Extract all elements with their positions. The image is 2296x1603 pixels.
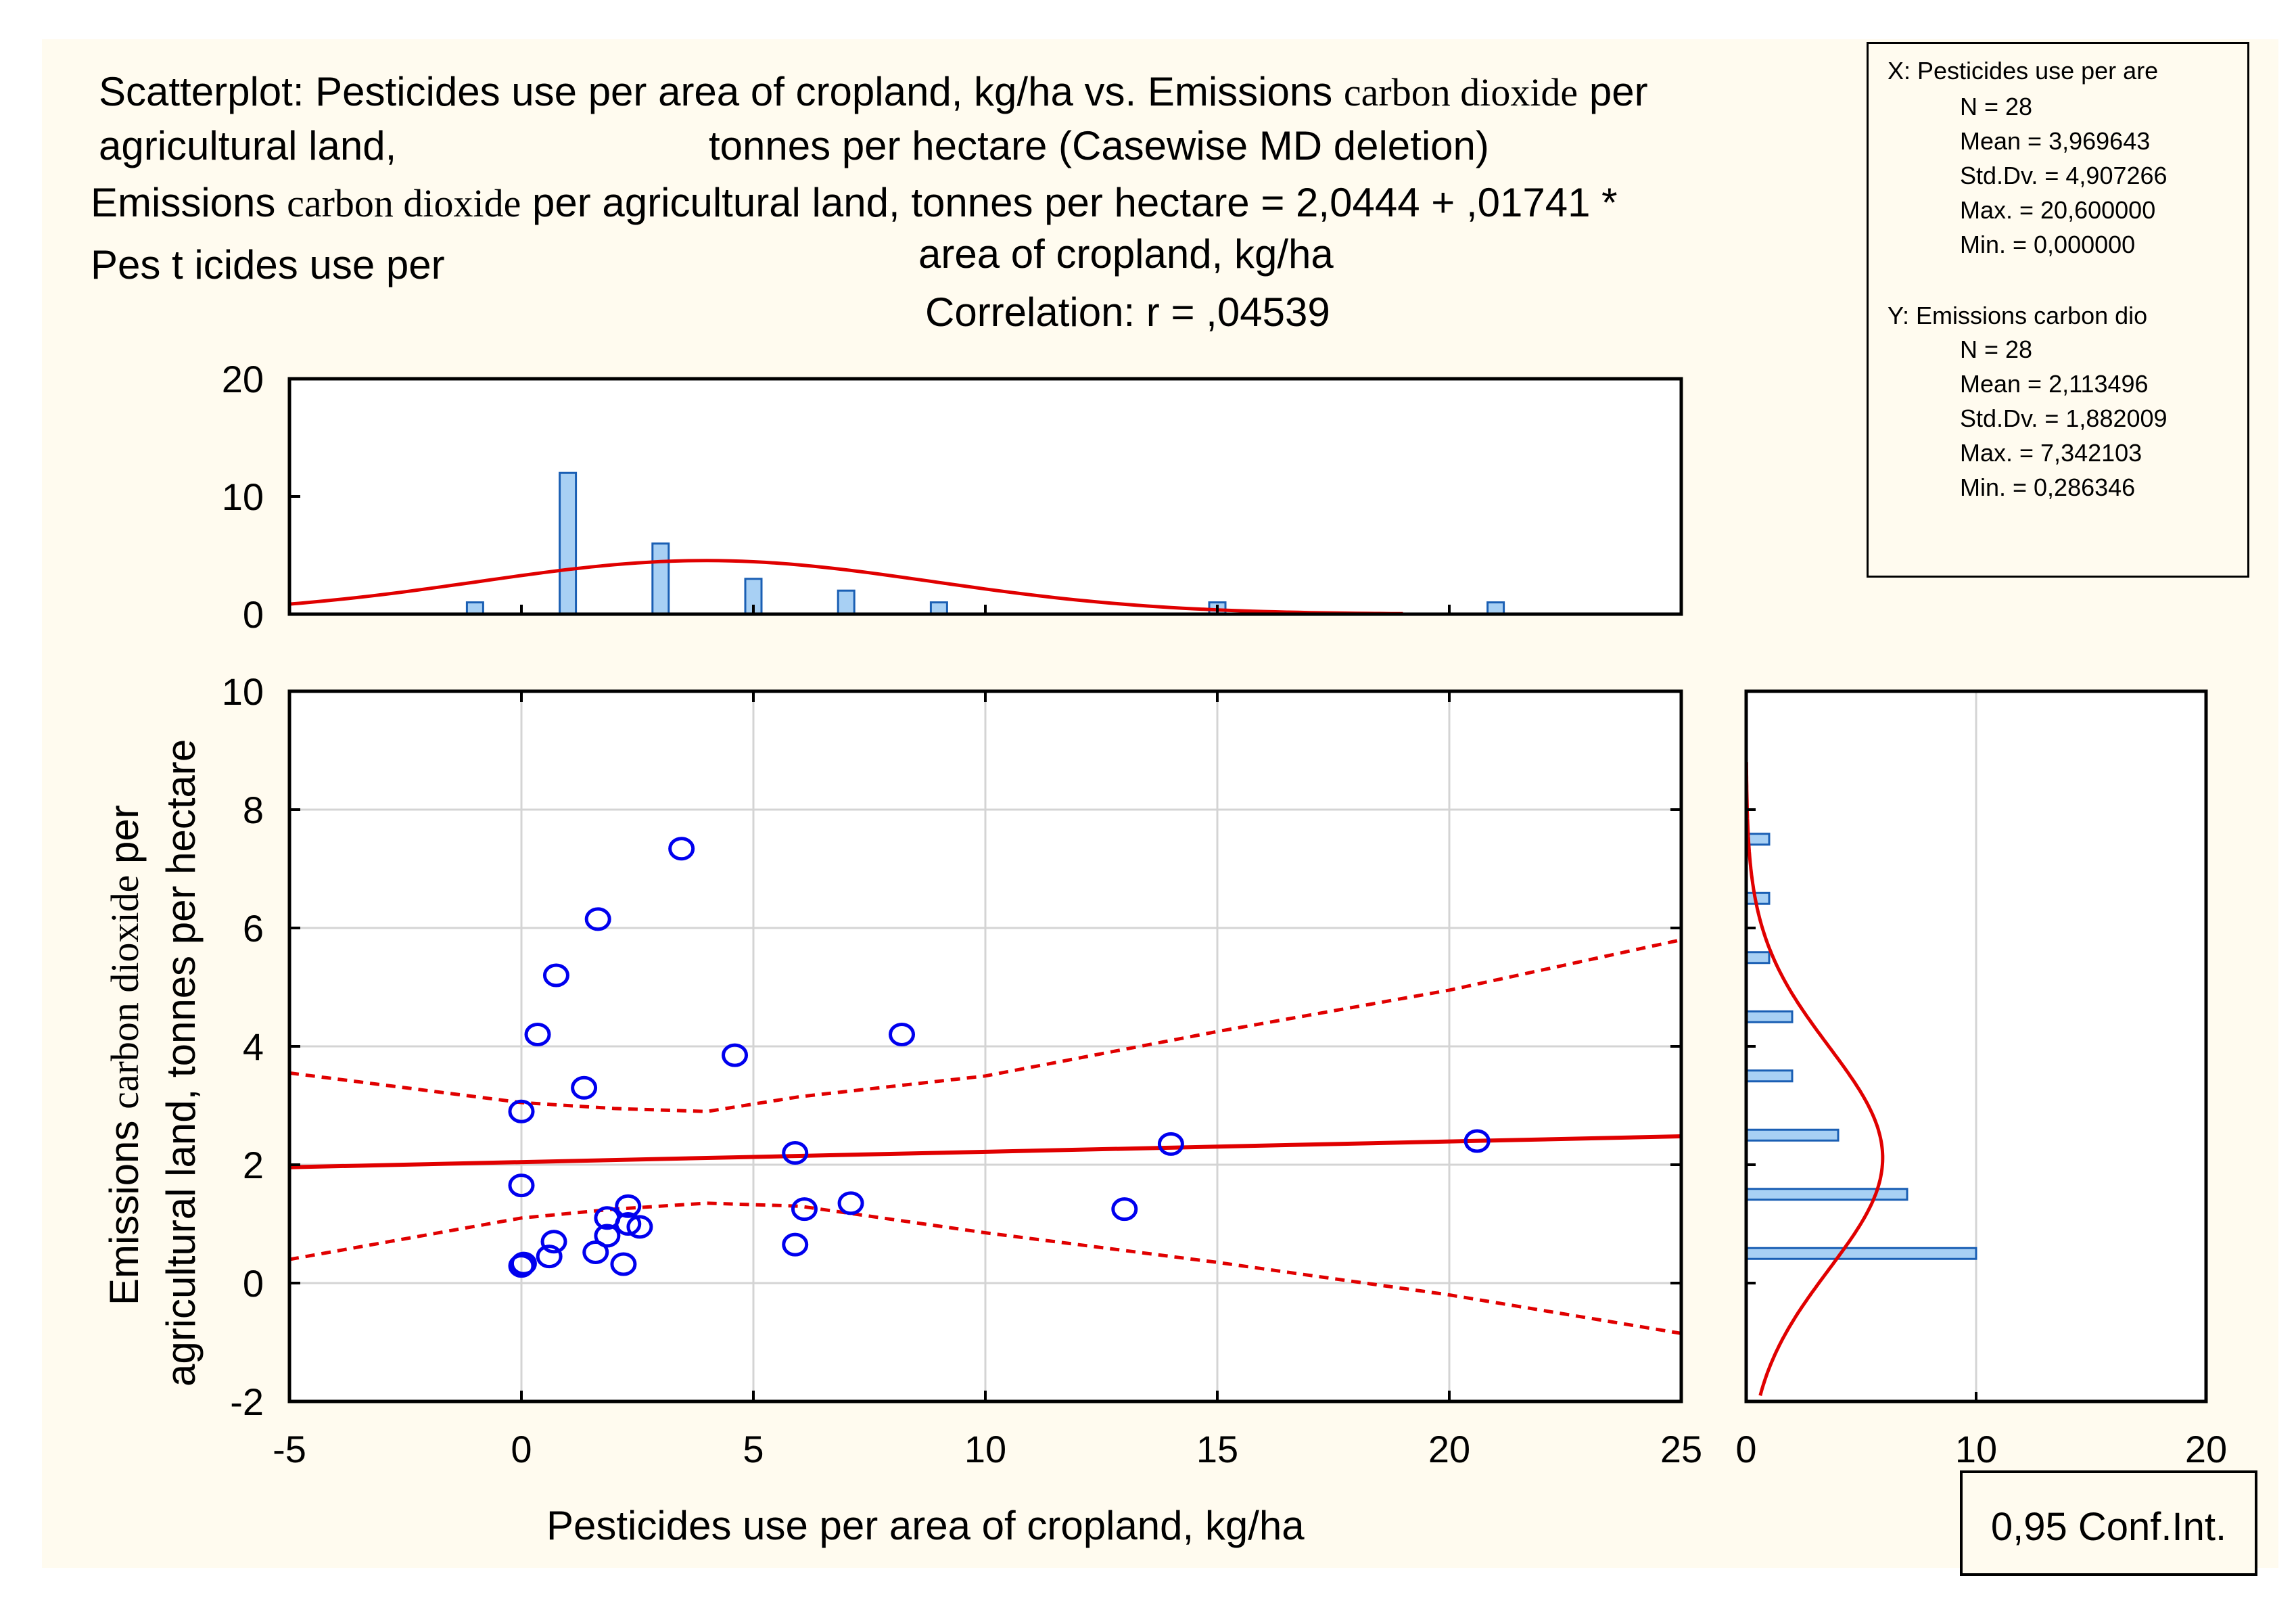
correlation-label: Correlation: r = ,04539 <box>925 289 1330 335</box>
top-hist-y-label: 10 <box>222 475 264 518</box>
x-tick-label: -5 <box>273 1428 306 1470</box>
data-point <box>508 1254 535 1278</box>
y-axis-title-line-1: Emissions carbon dioxide per <box>101 805 147 1305</box>
conf-int-label: 0,95 Conf.Int. <box>1990 1505 2227 1549</box>
y-tick-label: 2 <box>243 1144 264 1186</box>
data-point <box>610 1252 637 1276</box>
data-point <box>1111 1197 1138 1222</box>
y-tick-label: 8 <box>243 789 264 831</box>
data-point <box>584 907 611 931</box>
conf-band-lower <box>289 1201 1682 1335</box>
data-point <box>615 1212 642 1236</box>
stats-x-mean: Mean = 3,969643 <box>1960 127 2151 155</box>
top-hist-y-label: 20 <box>222 358 264 400</box>
title-l3a: Emissions <box>91 180 276 225</box>
y-axis-title-a: Emissions <box>101 1109 147 1305</box>
top-hist-bar <box>559 471 578 615</box>
top-hist-bar <box>929 601 948 615</box>
data-point <box>837 1191 864 1215</box>
data-point <box>615 1194 642 1218</box>
data-point <box>626 1215 653 1239</box>
top-hist-bar <box>651 542 670 615</box>
data-point <box>510 1251 537 1276</box>
top-hist-bar <box>837 589 856 615</box>
title-l4b: area of cropland, kg/ha <box>918 231 1334 277</box>
data-point <box>782 1141 809 1165</box>
stats-y-max: Max. = 7,342103 <box>1960 439 2142 467</box>
right-hist-normal-curve <box>1744 762 1885 1396</box>
data-point <box>594 1224 621 1248</box>
right-hist-bar <box>1745 951 1771 965</box>
data-point <box>508 1099 535 1123</box>
regression-line <box>289 1134 1682 1169</box>
stats-y-std: Std.Dv. = 1,882009 <box>1960 404 2168 432</box>
title-l3b: carbon dioxide <box>287 181 521 225</box>
data-point <box>1157 1132 1184 1156</box>
right-hist-x-label: 20 <box>2185 1428 2227 1470</box>
y-tick-label: 0 <box>243 1262 264 1305</box>
x-tick-label: 5 <box>743 1428 764 1470</box>
data-point <box>668 837 695 861</box>
stats-y-min: Min. = 0,286346 <box>1960 473 2136 501</box>
right-hist-bar <box>1745 1010 1794 1023</box>
x-tick-label: 10 <box>964 1428 1006 1470</box>
stats-y-n: N = 28 <box>1960 335 2033 363</box>
stats-box: X: Pesticides use per are N = 28 Mean = … <box>1867 42 2249 578</box>
stats-x-header: X: Pesticides use per are <box>1888 57 2159 85</box>
title-l1b: carbon dioxide <box>1343 70 1578 114</box>
stats-y-mean: Mean = 2,113496 <box>1960 370 2149 398</box>
y-tick-label: -2 <box>230 1380 264 1423</box>
title-line-1: Scatterplot: Pesticides use per area of … <box>99 72 1648 112</box>
x-tick-label: 15 <box>1196 1428 1238 1470</box>
data-point <box>782 1232 809 1257</box>
right-hist-bar <box>1745 1128 1840 1142</box>
title-l2a: agricultural land, <box>99 123 397 168</box>
y-axis-title-b: carbon dioxide <box>103 875 147 1109</box>
data-point <box>791 1197 818 1222</box>
x-tick-label: 20 <box>1428 1428 1470 1470</box>
data-point <box>582 1240 609 1264</box>
top-hist-y-label: 0 <box>243 593 264 636</box>
y-tick-label: 10 <box>222 670 264 713</box>
y-tick-label: 6 <box>243 907 264 950</box>
stats-x-std: Std.Dv. = 4,907266 <box>1960 162 2168 189</box>
title-l1c: per <box>1589 69 1648 114</box>
data-point <box>540 1230 567 1254</box>
x-axis-title: Pesticides use per area of cropland, kg/… <box>546 1503 1305 1548</box>
title-l2b: tonnes per hectare (Casewise MD deletion… <box>709 123 1489 168</box>
top-hist-bar <box>465 601 484 615</box>
x-tick-label: 25 <box>1660 1428 1702 1470</box>
title-line-3: Emissions carbon dioxide per agricultura… <box>91 183 1617 223</box>
stats-x-max: Max. = 20,600000 <box>1960 196 2156 224</box>
stats-x-n: N = 28 <box>1960 93 2033 120</box>
top-hist-bar <box>1486 601 1505 615</box>
data-point <box>524 1023 551 1046</box>
conf-band-upper <box>289 938 1682 1113</box>
right-hist-bar <box>1745 1188 1908 1201</box>
data-point <box>536 1245 563 1269</box>
conf-int-legend: 0,95 Conf.Int. <box>1960 1470 2257 1576</box>
data-point <box>571 1075 598 1100</box>
title-l3c: per agricultural land, tonnes per hectar… <box>532 180 1618 225</box>
data-point <box>542 963 569 988</box>
right-hist-x-label: 10 <box>1955 1428 1997 1470</box>
data-point <box>722 1043 749 1067</box>
title-l4a: Pes t icides use per <box>91 242 445 287</box>
y-axis-title-line-2: agricultural land, tonnes per hectare <box>158 739 204 1387</box>
right-hist-x-label: 0 <box>1735 1428 1756 1470</box>
data-point <box>508 1174 535 1198</box>
data-point <box>1463 1129 1491 1153</box>
title-l1a: Scatterplot: Pesticides use per area of … <box>99 69 1333 114</box>
x-tick-label: 0 <box>511 1428 532 1470</box>
stats-x-min: Min. = 0,000000 <box>1960 231 2136 258</box>
y-tick-label: 4 <box>243 1025 264 1068</box>
y-axis-title-c: per <box>101 805 147 875</box>
stats-y-header: Y: Emissions carbon dio <box>1888 302 2148 329</box>
data-point <box>889 1023 916 1046</box>
right-hist-bar <box>1745 1247 1977 1260</box>
right-hist-bar <box>1745 1069 1794 1083</box>
